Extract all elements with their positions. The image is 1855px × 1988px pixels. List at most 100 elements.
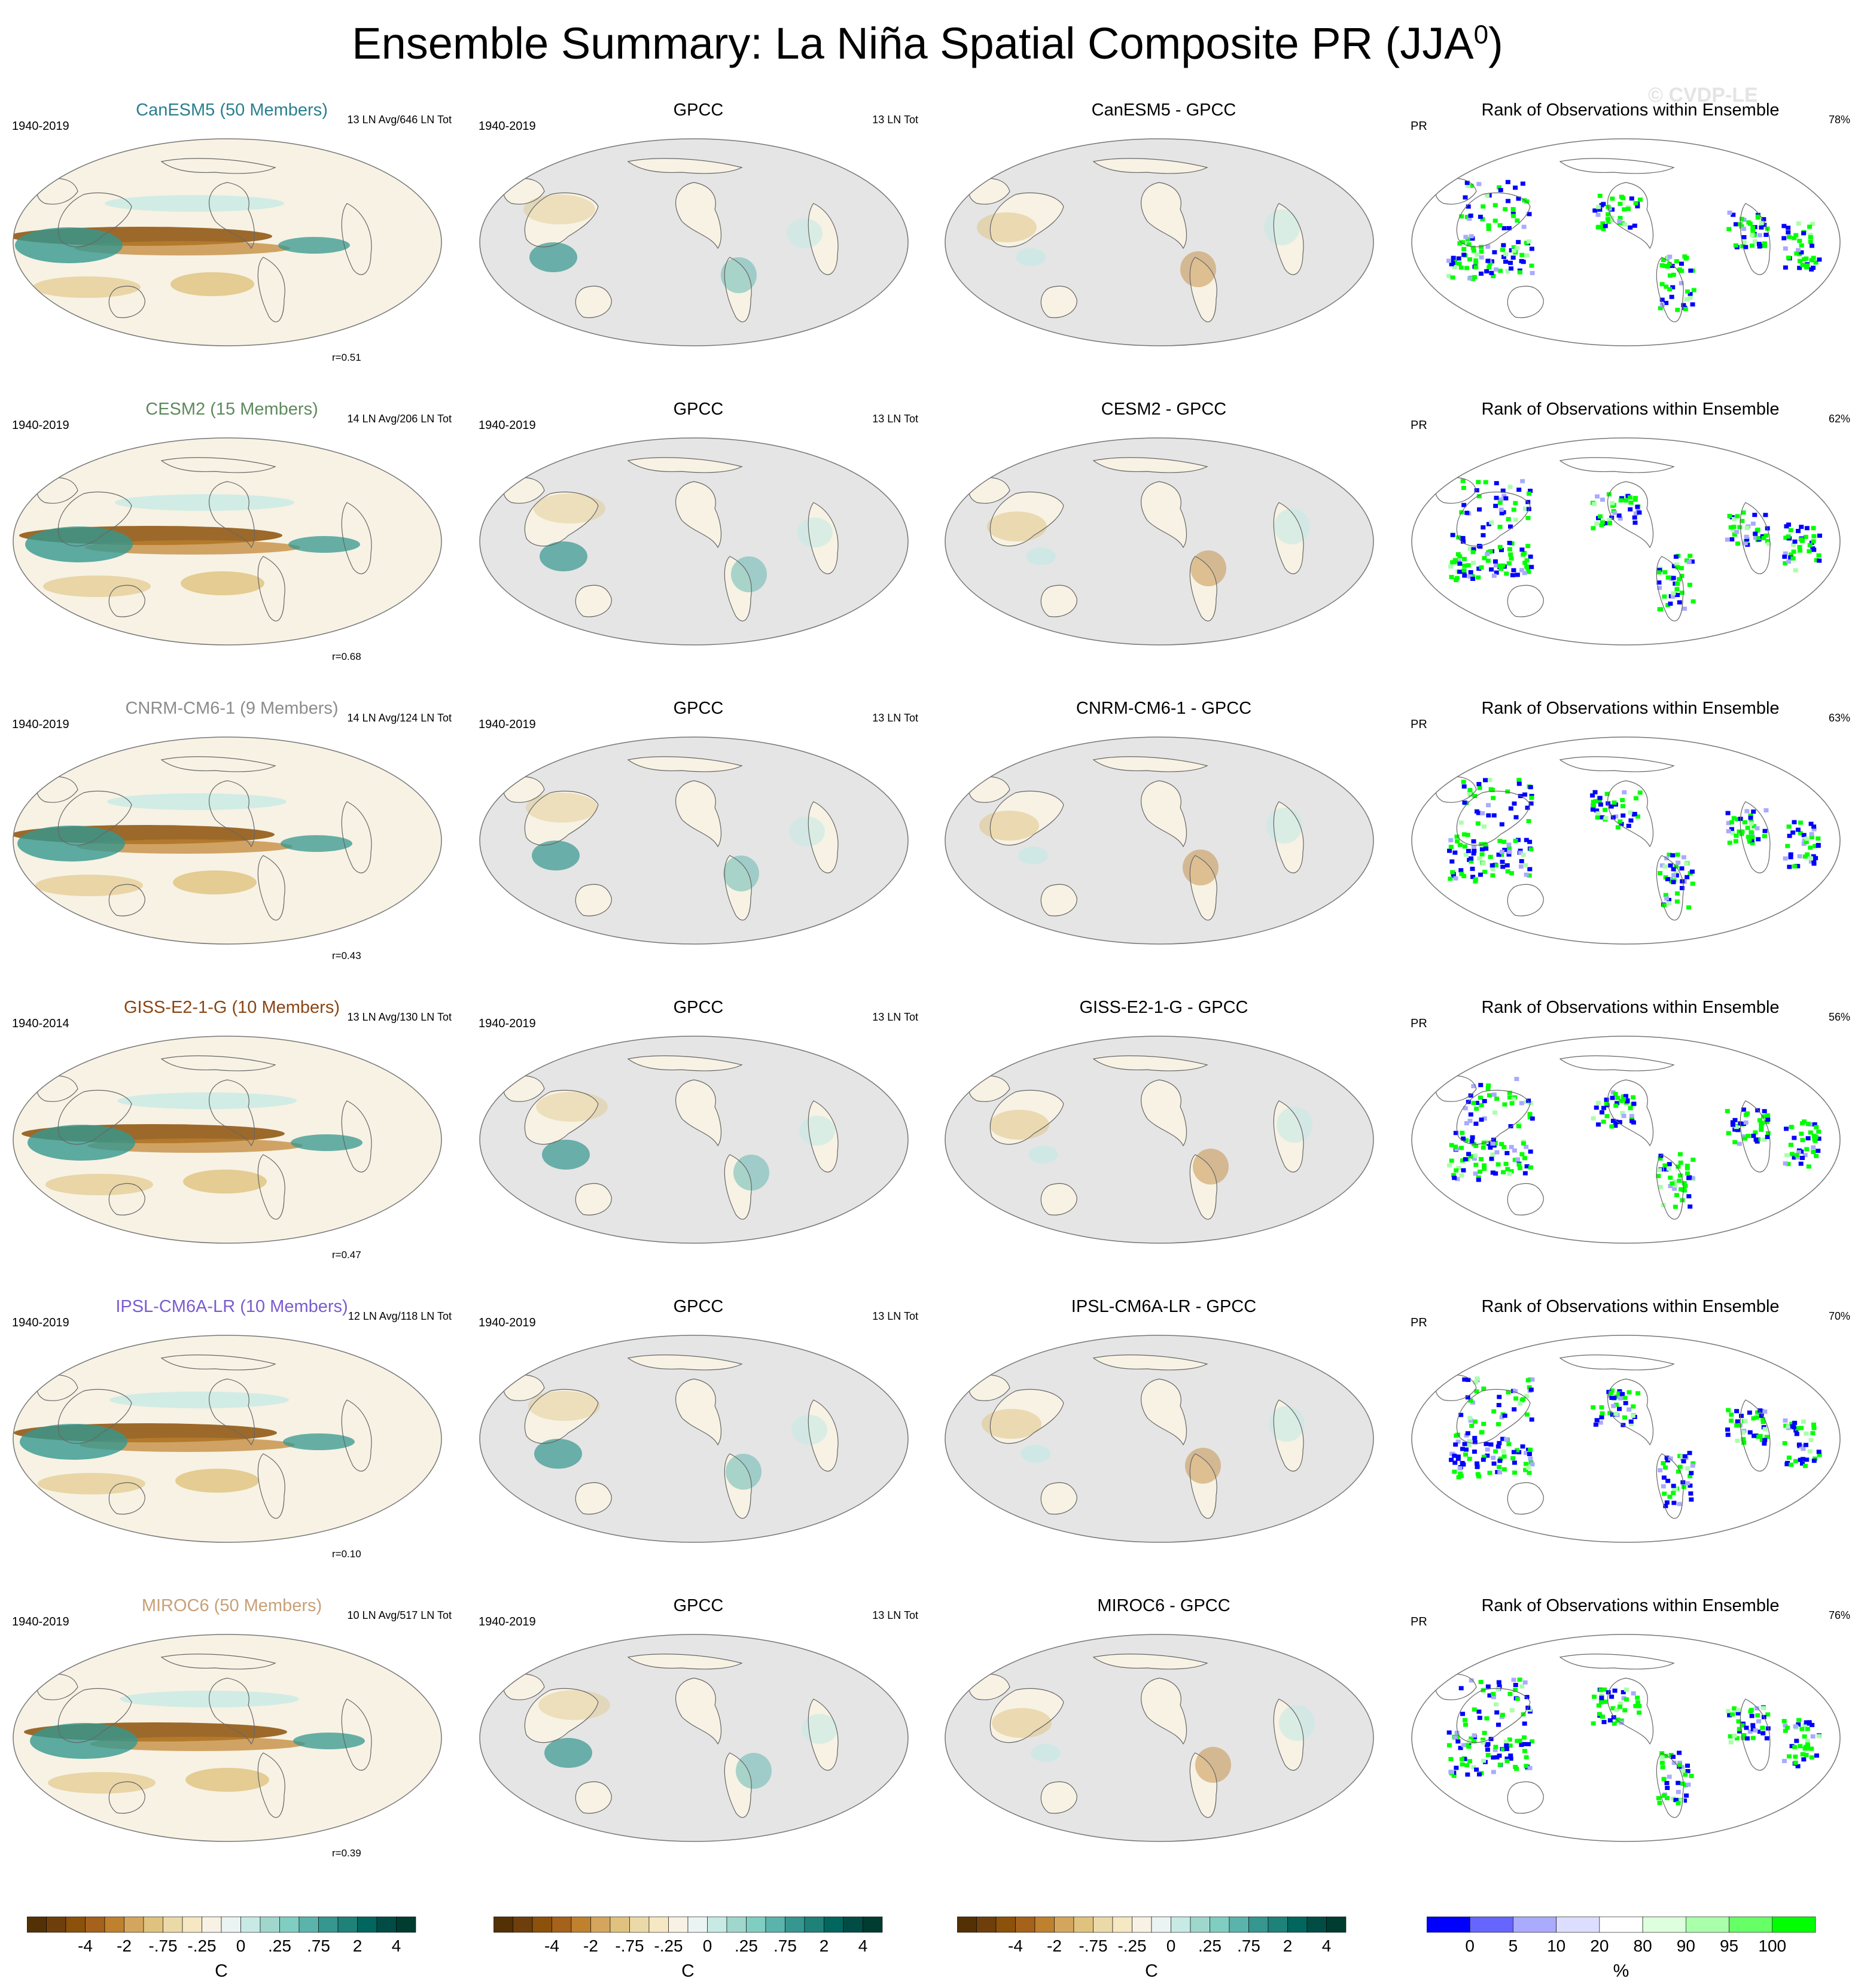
rank-cell [1528, 1447, 1533, 1452]
rank-cell [1689, 1774, 1694, 1779]
rank-cell [1464, 1138, 1469, 1143]
rank-cell [1752, 239, 1757, 243]
rank-cell [1458, 820, 1464, 825]
anomaly-region [1274, 509, 1310, 544]
coastline [160, 457, 276, 473]
rank-cell [1508, 552, 1513, 557]
rank-cell [1517, 1678, 1522, 1682]
variable-label: PR [1411, 419, 1427, 432]
rank-cell [1610, 815, 1616, 820]
coastline [1456, 192, 1531, 248]
rank-cell [1503, 259, 1508, 264]
coastline [808, 1698, 839, 1771]
rank-cell [1524, 872, 1529, 877]
coastline [1141, 481, 1187, 549]
rank-cell [1527, 491, 1532, 496]
anomaly-region [48, 1772, 156, 1794]
rank-cell [1505, 179, 1510, 184]
rank-cell [1736, 1707, 1741, 1712]
rank-cell [1802, 1734, 1807, 1739]
rank-cell [1500, 248, 1505, 252]
rank-cell [1476, 1772, 1482, 1777]
rank-cell [1730, 1120, 1735, 1125]
rank-cell [1473, 1153, 1478, 1158]
rank-cell [1515, 1448, 1520, 1453]
rank-cell [1485, 244, 1491, 249]
colorbar-swatch [260, 1916, 280, 1933]
rank-cell [1663, 1503, 1668, 1508]
rank-cell [1740, 244, 1746, 249]
rank-cell [1811, 534, 1817, 538]
rank-cell [1465, 1431, 1470, 1436]
variable-label: PR [1411, 120, 1427, 133]
rank-cell [1658, 306, 1663, 310]
rank-cell [1667, 254, 1673, 259]
colorbar-swatch [1426, 1916, 1470, 1933]
pattern-correlation: r=0.39 [332, 1847, 361, 1859]
rank-cell [1797, 266, 1802, 270]
rank-cell [1621, 196, 1626, 200]
rank-cell [1631, 1101, 1637, 1106]
rank-cell [1789, 1744, 1795, 1749]
rank-cell [1524, 1695, 1530, 1700]
coastline [1189, 1154, 1217, 1220]
rank-cell [1481, 861, 1486, 866]
rank-cell [1472, 1707, 1477, 1712]
rank-cell [1783, 1423, 1789, 1428]
rank-cell [1487, 778, 1492, 783]
rank-cell [1811, 827, 1817, 832]
rank-cell [1725, 811, 1731, 815]
rank-cell [1816, 1149, 1821, 1153]
rank-cell [1796, 221, 1801, 226]
rank-cell [1621, 1113, 1626, 1118]
rank-cell [1468, 1112, 1473, 1117]
coastline [1559, 1055, 1675, 1071]
coastline [524, 1089, 599, 1145]
rank-cell [1783, 535, 1789, 540]
map-model [13, 1036, 442, 1244]
coastline [1656, 855, 1684, 921]
land-area [1190, 1155, 1217, 1220]
rank-cell [1728, 1418, 1734, 1423]
rank-cell [1635, 204, 1640, 209]
rank-cell [1781, 224, 1787, 229]
rank-cell [1732, 1706, 1737, 1711]
panel-obs-5: GPCC 1940-2019 13 LN Tot [467, 1286, 930, 1587]
anomaly-region [1195, 1747, 1231, 1783]
rank-cell [1468, 1418, 1473, 1423]
rank-cell [1503, 1739, 1509, 1744]
rank-cell [1732, 532, 1737, 537]
rank-cell [1467, 276, 1473, 281]
rank-cell [1626, 1390, 1632, 1395]
rank-cell [1479, 1118, 1484, 1122]
rank-cell [1741, 1107, 1746, 1112]
colorbar-swatch [1599, 1916, 1643, 1933]
rank-cell [1762, 1109, 1767, 1113]
rank-cell [1749, 1713, 1755, 1718]
rank-cell [1612, 1396, 1617, 1401]
rank-cell [1629, 1422, 1634, 1427]
rank-cell [1484, 269, 1490, 274]
panel-rank-5: Rank of Observations within Ensemble PR 70… [1399, 1286, 1855, 1587]
rank-cell [1464, 510, 1470, 515]
panel-diff-4: GISS-E2-1-G - GPCC [932, 987, 1396, 1287]
rank-cell [1763, 533, 1769, 538]
anomaly-region [1193, 1149, 1229, 1185]
rank-cell [1524, 838, 1529, 842]
rank-cell [1485, 1086, 1491, 1091]
anomaly-region [107, 793, 287, 810]
rank-cell [1753, 1137, 1759, 1142]
map-model [13, 138, 442, 346]
rank-cell [1726, 227, 1732, 232]
rank-cell [1786, 1162, 1791, 1167]
rank-cell [1788, 855, 1793, 860]
coastline [1141, 182, 1187, 249]
anomaly-region [791, 1415, 827, 1445]
colorbar-swatch [1469, 1916, 1513, 1933]
rank-cell [1479, 847, 1485, 852]
rank-cell [1622, 790, 1627, 794]
rank-cell [1515, 573, 1520, 577]
rank-cell [1635, 1391, 1641, 1396]
map-obs [479, 138, 909, 346]
rank-cell [1762, 1137, 1767, 1142]
